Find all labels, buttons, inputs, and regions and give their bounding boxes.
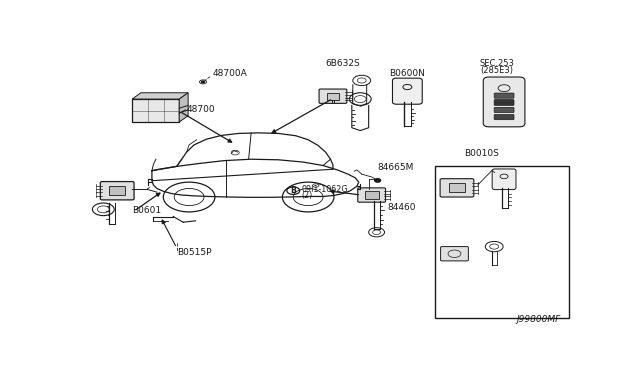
- FancyBboxPatch shape: [494, 115, 514, 120]
- Text: 48700: 48700: [187, 105, 215, 113]
- FancyBboxPatch shape: [319, 89, 347, 103]
- Text: B0515P: B0515P: [177, 248, 211, 257]
- Text: B0601: B0601: [132, 206, 161, 215]
- Bar: [132, 99, 179, 122]
- Text: SEC.253: SEC.253: [479, 59, 514, 68]
- FancyBboxPatch shape: [440, 179, 474, 197]
- Text: B: B: [291, 186, 296, 195]
- Text: 09I1-1062G: 09I1-1062G: [301, 185, 348, 194]
- Text: (285E3): (285E3): [480, 66, 513, 75]
- FancyBboxPatch shape: [492, 169, 516, 190]
- FancyBboxPatch shape: [392, 78, 422, 104]
- Text: B0600N: B0600N: [389, 69, 426, 78]
- Text: B0010S: B0010S: [465, 149, 499, 158]
- Bar: [449, 183, 465, 192]
- Polygon shape: [132, 93, 188, 99]
- Bar: [109, 186, 125, 195]
- FancyBboxPatch shape: [494, 93, 514, 98]
- FancyBboxPatch shape: [483, 77, 525, 127]
- FancyBboxPatch shape: [358, 188, 385, 202]
- Circle shape: [374, 179, 381, 182]
- Text: 48700A: 48700A: [213, 69, 248, 78]
- Text: 84665M: 84665M: [378, 163, 414, 172]
- Circle shape: [202, 81, 205, 83]
- Text: 84460: 84460: [388, 203, 416, 212]
- FancyBboxPatch shape: [494, 108, 514, 112]
- FancyBboxPatch shape: [494, 100, 514, 105]
- Bar: [365, 191, 379, 199]
- Text: 6B632S: 6B632S: [326, 59, 360, 68]
- Polygon shape: [179, 93, 188, 122]
- Text: J99800MF: J99800MF: [517, 315, 561, 324]
- Bar: [327, 93, 339, 100]
- FancyBboxPatch shape: [100, 182, 134, 200]
- Text: (2): (2): [301, 190, 313, 199]
- FancyBboxPatch shape: [440, 247, 468, 261]
- Bar: [435, 166, 568, 318]
